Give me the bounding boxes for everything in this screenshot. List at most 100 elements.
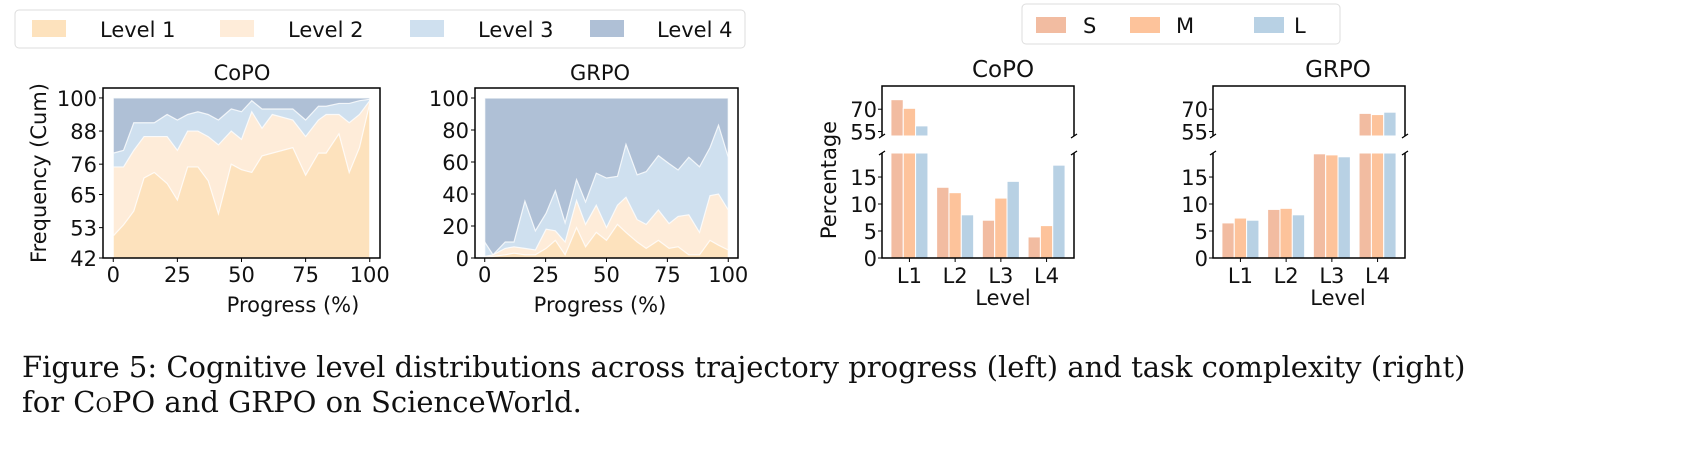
bar-s-l2 bbox=[936, 186, 950, 259]
bar-m-l3 bbox=[994, 197, 1008, 259]
bar-m-l3 bbox=[1325, 154, 1339, 259]
y-tick-label: 60 bbox=[442, 151, 469, 175]
x-tick-label: 0 bbox=[107, 263, 120, 287]
lower-plot-frame bbox=[881, 153, 1075, 259]
y-tick-label: 53 bbox=[70, 217, 97, 241]
x-tick-label: 0 bbox=[478, 263, 491, 287]
legend-complexity: S M L bbox=[1021, 3, 1341, 45]
y-tick-label: 5 bbox=[1195, 220, 1208, 244]
legend-swatch-level1 bbox=[32, 20, 66, 37]
chart-title: GRPO bbox=[570, 61, 630, 85]
bar-s-l1 bbox=[890, 152, 904, 259]
y-tick-label: 0 bbox=[1195, 247, 1208, 271]
bar-upper-l-l1 bbox=[915, 125, 929, 137]
y-tick-label: 55 bbox=[1181, 121, 1208, 145]
bar-upper-s-l4 bbox=[1358, 112, 1372, 137]
bar-s-l1 bbox=[1221, 222, 1235, 259]
bar-m-l4 bbox=[1370, 152, 1385, 259]
x-axis-label: Level bbox=[1310, 286, 1365, 310]
y-tick-label: 70 bbox=[1181, 98, 1208, 122]
axis-break-mark bbox=[1070, 133, 1078, 139]
bar-l-l1 bbox=[915, 152, 929, 259]
axis-break-mark bbox=[878, 150, 886, 156]
bar-upper-m-l4 bbox=[1370, 114, 1385, 137]
caption-line-2: for CoPO and GRPO on ScienceWorld. bbox=[22, 385, 1672, 420]
caption-method-name: CoPO bbox=[73, 385, 156, 419]
legend-frame bbox=[1021, 3, 1341, 45]
x-tick-label: L1 bbox=[897, 264, 922, 288]
bar-m-l2 bbox=[1279, 207, 1293, 259]
legend-swatch-m bbox=[1130, 17, 1160, 33]
axis-break-mark bbox=[878, 133, 886, 139]
x-tick-label: L4 bbox=[1034, 264, 1059, 288]
x-tick-label: L1 bbox=[1228, 264, 1253, 288]
y-tick-label: 10 bbox=[1181, 193, 1208, 217]
chart-title: CoPO bbox=[972, 57, 1034, 83]
axis-break-mark bbox=[1209, 133, 1217, 139]
bar-l-l2 bbox=[960, 214, 975, 259]
bar-s-l3 bbox=[1312, 153, 1327, 259]
x-tick-label: L3 bbox=[988, 264, 1013, 288]
bar-upper-m-l1 bbox=[902, 107, 917, 137]
bar-upper-l-l4 bbox=[1383, 111, 1397, 137]
legend-label-level1: Level 1 bbox=[100, 18, 175, 42]
x-tick-label: 75 bbox=[654, 263, 681, 287]
chart-title: CoPO bbox=[214, 61, 271, 85]
upper-plot-frame bbox=[1212, 85, 1406, 136]
legend-label-m: M bbox=[1176, 14, 1194, 38]
x-tick-label: 100 bbox=[708, 263, 748, 287]
bar-l-l1 bbox=[1246, 219, 1260, 259]
bar-s-l3 bbox=[981, 219, 996, 259]
x-tick-label: 100 bbox=[350, 263, 390, 287]
y-tick-label: 76 bbox=[70, 153, 97, 177]
x-axis-label: Progress (%) bbox=[534, 293, 667, 317]
caption-text: for bbox=[22, 385, 74, 419]
y-tick-label: 100 bbox=[429, 87, 469, 111]
bar-l-l3 bbox=[1006, 180, 1020, 259]
legend-swatch-level3 bbox=[410, 20, 444, 37]
y-tick-label: 88 bbox=[70, 120, 97, 144]
lower-plot-frame bbox=[1212, 153, 1406, 259]
caption-line-1: Figure 5: Cognitive level distributions … bbox=[22, 350, 1466, 384]
x-tick-label: 25 bbox=[532, 263, 559, 287]
x-tick-label: 50 bbox=[593, 263, 620, 287]
legend-label-level3: Level 3 bbox=[478, 18, 553, 42]
legend-swatch-l bbox=[1254, 17, 1284, 33]
axis-break-mark bbox=[1401, 150, 1409, 156]
y-tick-label: 55 bbox=[850, 121, 877, 145]
y-tick-label: 20 bbox=[442, 215, 469, 239]
legend-swatch-s bbox=[1036, 17, 1066, 33]
y-tick-label: 15 bbox=[850, 166, 877, 190]
legend-swatch-level2 bbox=[220, 20, 254, 37]
bar-m-l4 bbox=[1039, 225, 1054, 259]
chart-progress-grpo: GRPO Progress (%) 0 25 50 75 100 0 20 40 60 80 100 bbox=[429, 61, 748, 317]
bar-m-l2 bbox=[948, 192, 962, 259]
bar-m-l1 bbox=[902, 152, 917, 259]
legend-label-s: S bbox=[1083, 14, 1096, 38]
x-tick-label: 75 bbox=[292, 263, 319, 287]
chart-title: GRPO bbox=[1305, 57, 1371, 83]
axis-break-mark bbox=[1401, 133, 1409, 139]
legend-label-l: L bbox=[1294, 14, 1306, 38]
x-tick-label: L3 bbox=[1319, 264, 1344, 288]
bar-s-l4 bbox=[1027, 236, 1041, 259]
y-tick-label: 70 bbox=[850, 98, 877, 122]
area-level2 bbox=[484, 193, 729, 259]
legend-frame bbox=[14, 9, 746, 49]
x-axis-label: Progress (%) bbox=[227, 293, 360, 317]
x-tick-label: L4 bbox=[1365, 264, 1390, 288]
legend-label-level2: Level 2 bbox=[288, 18, 363, 42]
legend-label-level4: Level 4 bbox=[657, 18, 732, 42]
figure-caption: Figure 5: Cognitive level distributions … bbox=[22, 350, 1672, 420]
bar-l-l3 bbox=[1337, 156, 1351, 259]
y-tick-label: 100 bbox=[57, 87, 97, 111]
y-axis-label: Frequency (Cum) bbox=[27, 83, 51, 263]
upper-plot-frame bbox=[881, 85, 1075, 136]
caption-text: and GRPO on ScienceWorld. bbox=[155, 385, 582, 419]
y-tick-label: 0 bbox=[864, 247, 877, 271]
y-tick-label: 15 bbox=[1181, 166, 1208, 190]
y-tick-label: 80 bbox=[442, 119, 469, 143]
bar-s-l4 bbox=[1358, 152, 1372, 259]
bar-s-l2 bbox=[1267, 208, 1281, 259]
